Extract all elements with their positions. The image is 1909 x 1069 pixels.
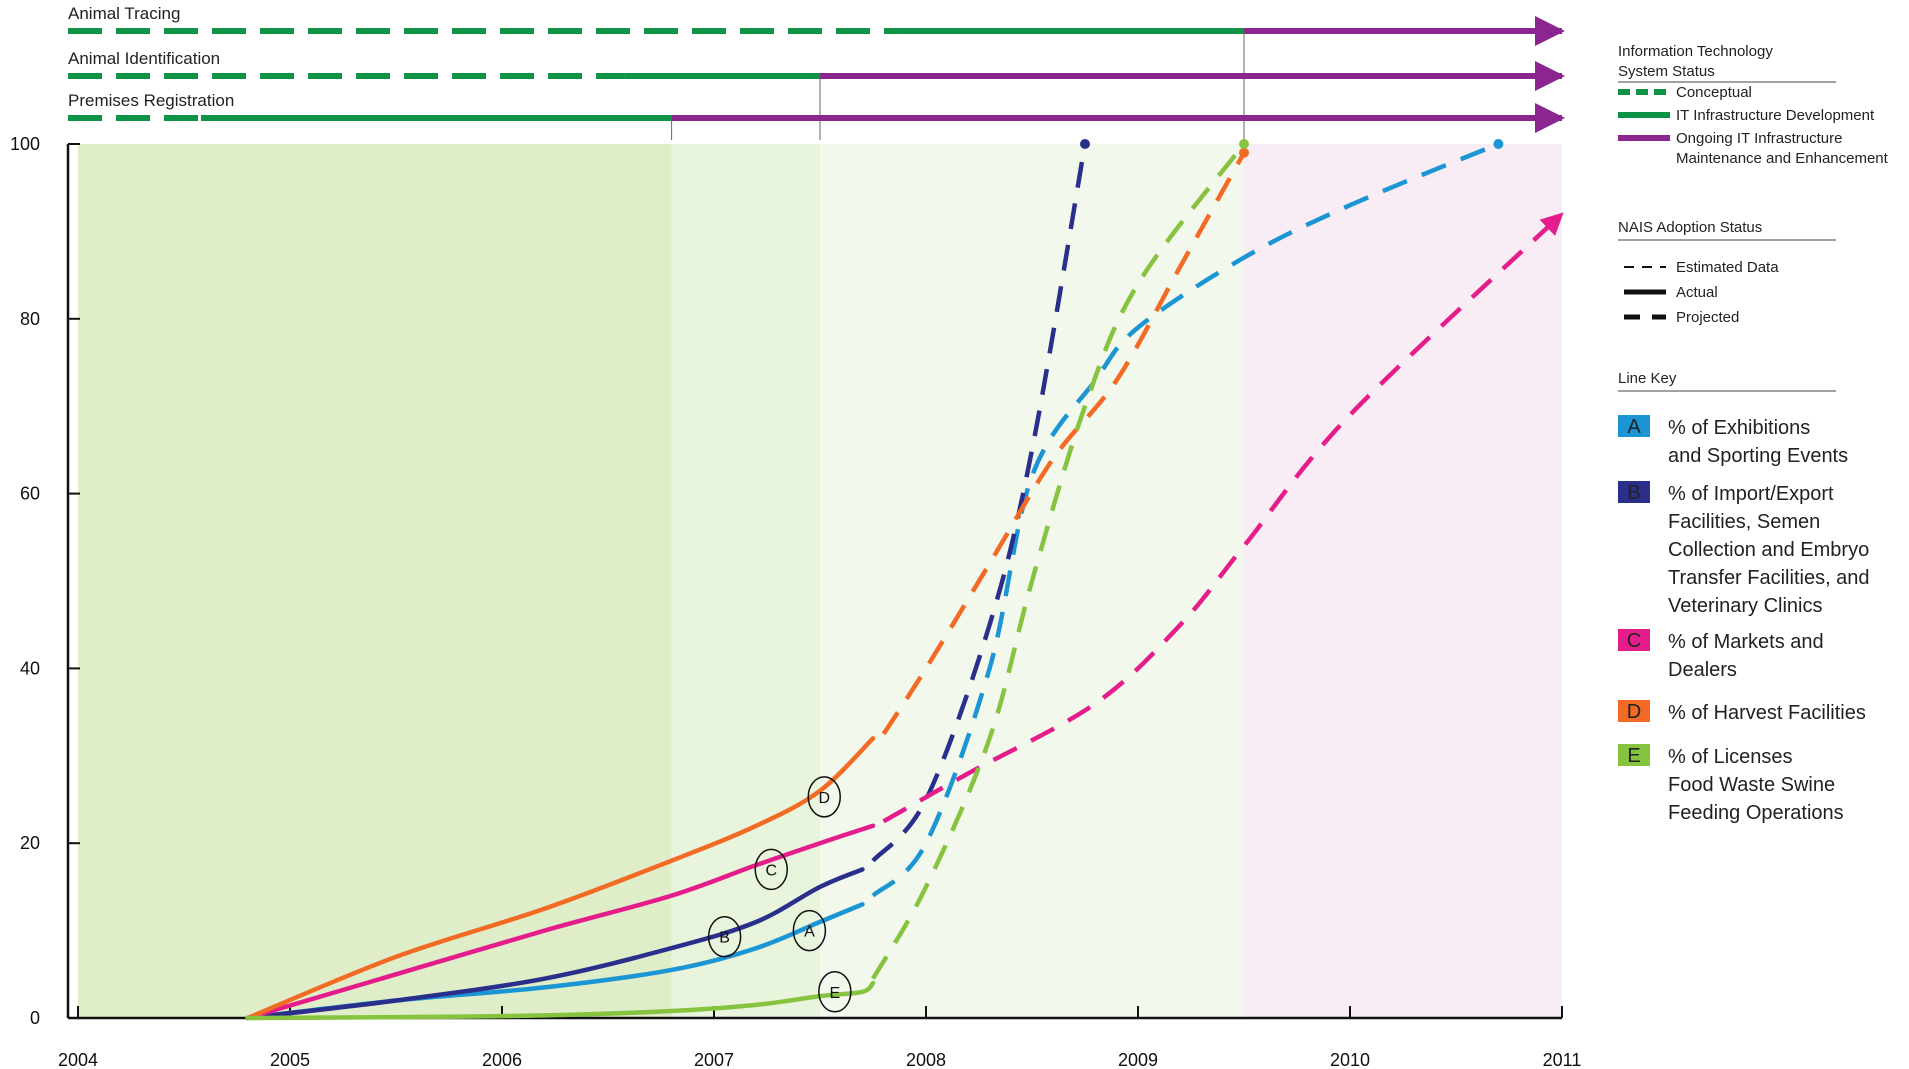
line-key-letter: A	[1627, 416, 1641, 438]
series-D-circle	[807, 776, 841, 818]
line-key-label-B: Transfer Facilities, and	[1668, 567, 1870, 589]
y-tick-label: 0	[30, 1008, 40, 1028]
series-A-end-marker	[1493, 139, 1504, 149]
line-key-label-E: Food Waste Swine	[1668, 774, 1835, 796]
x-tick-label: 2008	[906, 1050, 946, 1069]
legend-nais-item: Estimated Data	[1676, 259, 1779, 276]
x-tick-label: 2006	[482, 1050, 522, 1069]
line-key-swatch-B	[1618, 481, 1650, 503]
legend: Information Technology System Status Conce…	[1618, 43, 1889, 824]
x-tick-label: 2004	[58, 1050, 98, 1069]
series-A-circle-label: A	[804, 924, 815, 941]
series-B-circle-label: B	[719, 930, 730, 947]
line-key-title: Line Key	[1618, 370, 1677, 387]
y-tick-label: 80	[20, 309, 40, 329]
line-key-label-E: Feeding Operations	[1668, 802, 1844, 824]
line-key-label-D: % of Harvest Facilities	[1668, 702, 1866, 724]
line-key-letter: B	[1627, 482, 1640, 504]
track-label: Premises Registration	[68, 91, 234, 110]
it-status-title: System Status	[1618, 63, 1715, 80]
line-key-label-C: Dealers	[1668, 659, 1737, 681]
series-D-projected	[881, 151, 1246, 736]
line-key-label-E: % of Licenses	[1668, 746, 1793, 768]
line-key-swatch-E	[1618, 744, 1650, 766]
legend-nais-item: Projected	[1676, 309, 1739, 326]
series-D-actual	[245, 736, 876, 1021]
x-tick-label: 2011	[1543, 1050, 1582, 1069]
x-tick-label: 2005	[270, 1050, 310, 1069]
legend-item-conceptual: Conceptual	[1676, 84, 1752, 101]
series-D-end-marker	[1239, 147, 1249, 158]
line-key-label-B: Facilities, Semen	[1668, 511, 1820, 533]
line-key-swatch-C	[1618, 629, 1650, 651]
series-E-actual	[245, 980, 876, 1021]
line-key-letter: E	[1627, 745, 1640, 767]
series-E-circle	[818, 971, 852, 1013]
line-key-label-B: % of Import/Export	[1668, 483, 1834, 505]
series-A-circle	[792, 909, 827, 952]
series-E-circle-label: E	[830, 985, 841, 1002]
series-C-circle	[754, 848, 788, 891]
it-status-tracks: Animal Tracing Animal Identification Premi…	[68, 4, 1565, 140]
line-key-swatch-A	[1618, 415, 1650, 437]
series-C-circle-label: C	[765, 862, 777, 879]
line-key-letter: D	[1627, 701, 1641, 723]
y-tick-label: 60	[20, 484, 40, 504]
legend-item-maintenance: Ongoing IT Infrastructure	[1676, 130, 1842, 147]
bg-period-development	[671, 144, 820, 1018]
series-B-projected	[871, 143, 1088, 863]
legend-item-infrastructure: IT Infrastructure Development	[1676, 107, 1875, 124]
x-tick-label: 2007	[694, 1050, 734, 1069]
x-tick-label: 2009	[1118, 1050, 1158, 1069]
line-key-label-B: Veterinary Clinics	[1668, 595, 1823, 617]
series-E-end-marker	[1239, 139, 1249, 149]
line-key-letter: C	[1627, 630, 1641, 652]
line-key-label-A: % of Exhibitions	[1668, 417, 1810, 439]
bg-period-conceptual	[78, 144, 672, 1018]
status-background-periods	[78, 144, 1562, 1018]
series-E-projected	[871, 142, 1246, 980]
it-status-title: Information Technology	[1618, 43, 1773, 60]
series-B-actual	[245, 867, 865, 1021]
series-B-end-marker	[1080, 139, 1090, 149]
series-B-circle	[707, 915, 742, 958]
series-C-actual	[245, 823, 876, 1021]
track-label: Animal Identification	[68, 49, 220, 68]
line-key-label-A: and Sporting Events	[1668, 445, 1848, 467]
legend-nais-item: Actual	[1676, 284, 1718, 301]
y-tick-label: 100	[10, 134, 40, 154]
legend-item-maintenance: Maintenance and Enhancement	[1676, 150, 1889, 167]
series-D-circle-label: D	[818, 790, 830, 807]
line-key-swatch-D	[1618, 700, 1650, 722]
line-key-label-C: % of Markets and	[1668, 631, 1824, 653]
line-key-label-B: Collection and Embryo	[1668, 539, 1869, 561]
nais-status-title: NAIS Adoption Status	[1618, 219, 1762, 236]
series-C-projected	[882, 212, 1564, 824]
adoption-series: A B C D E	[245, 139, 1564, 1021]
y-tick-label: 40	[20, 658, 40, 678]
bg-period-maintenance	[1244, 144, 1562, 1018]
x-tick-label: 2010	[1330, 1050, 1370, 1069]
track-label: Animal Tracing	[68, 4, 180, 23]
y-tick-label: 20	[20, 833, 40, 853]
